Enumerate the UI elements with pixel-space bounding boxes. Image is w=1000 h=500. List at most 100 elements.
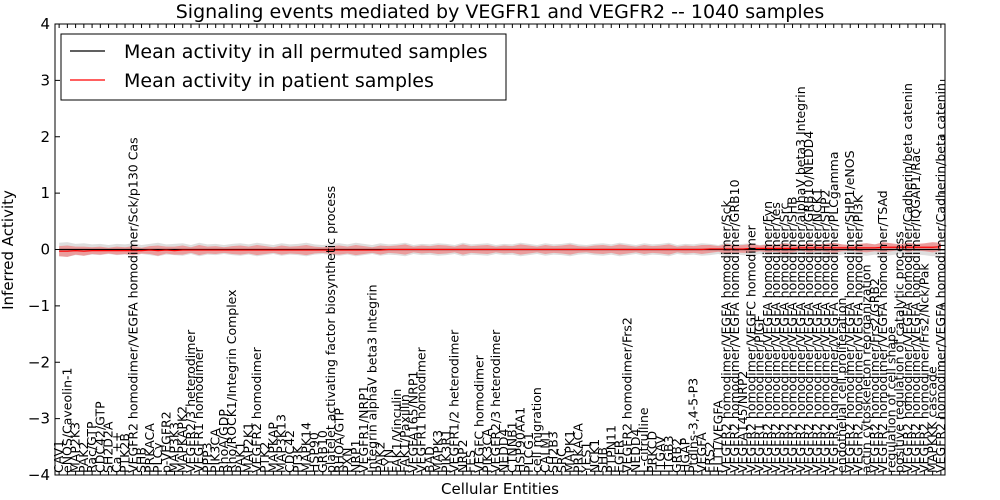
x-tick-label: CALM1	[537, 430, 552, 473]
x-tick-labels: CAV1eNOS/Caveolin-1MAP2K3PAK2Rac/GTPCDC4…	[51, 24, 948, 475]
x-tick-label: PIK3CA	[480, 428, 495, 473]
chart-title: Signaling events mediated by VEGFR1 and …	[176, 1, 824, 23]
x-tick-label: HSP90	[307, 432, 322, 473]
x-tick-label: VEGFR2 homodimer/VEGFA homodimer/TSAd	[875, 190, 890, 473]
x-tick-label: VEGFR2 homodimer/Frs2/Nck/Pak	[916, 263, 931, 473]
x-tick-label: VEGFR2 homodimer/VEGFA homodimer/GRB10	[727, 179, 742, 473]
x-tick-label: MAP3K3	[166, 422, 181, 473]
x-tick-label: VEGFR2 homodimer/VEGFA homodimer/Cadheri…	[933, 83, 948, 473]
y-tick-label: −2	[28, 353, 50, 371]
x-tick-label: PLCG1	[521, 432, 536, 473]
x-tick-label: CDC42/GTP	[92, 401, 107, 473]
x-tick-label: VEGFR2 homodimer/VEGFA homodimer/Src	[776, 203, 791, 473]
x-tick-label: YES1	[579, 442, 594, 474]
x-tick-label: VEGFR2 homodimer/VEGFC homodimer	[743, 224, 758, 473]
x-tick-label: eNOS/Caveolin-1	[59, 368, 74, 473]
x-tick-label: VEGFR2 homodimer	[249, 346, 264, 473]
y-tick-label: −1	[28, 297, 50, 315]
x-tick-label: VEGFR2 homodimer/VEGFA homodimer/IQGAP1/…	[908, 148, 923, 473]
x-tick-label: PTK2	[257, 442, 272, 473]
x-tick-label: VEGFR2 homodimer/VEGFA homodimer/GRB10/N…	[801, 131, 816, 473]
x-tick-label: VEGFR2 homodimer/VEGFA homodimer/PI3K	[850, 194, 865, 473]
x-tick-label: NEDD4	[628, 429, 643, 473]
y-ticks: −4 −3 −2 −1 0 1 2 3 4	[28, 15, 945, 484]
x-tick-label: cell migration	[529, 387, 544, 473]
x-tick-label: Integrin alphaV beta3 Integrin	[364, 284, 379, 473]
x-tick-label: Rac/GTP	[84, 421, 99, 473]
x-tick-label: positive regulation of catalytic process	[892, 231, 907, 473]
x-tick-label: L-citrulline	[636, 407, 651, 473]
x-tick-label: NRP2	[455, 439, 470, 473]
x-tick-label: GRB2	[669, 438, 684, 473]
y-tick-label: −3	[28, 410, 50, 428]
lines-layer	[59, 246, 941, 252]
x-tick-label: VEGFR2 homodimer/VEGFA homodimer/Sck/p13…	[125, 137, 140, 473]
x-tick-label: MAPK3	[430, 430, 445, 473]
x-tick-label: PPP3	[199, 442, 214, 473]
x-tick-label: VEGFR2/3 heterodimer	[183, 329, 198, 473]
y-tick-label: 0	[40, 241, 50, 259]
x-tick-label: PLCγ	[150, 442, 165, 473]
y-axis-label: Inferred Activity	[0, 190, 17, 310]
x-tick-label: GRB10	[315, 430, 330, 473]
x-tick-label: FES	[463, 450, 478, 473]
x-tick-label: VEGFR2 homodimer/Frs2/GRB2	[867, 278, 882, 473]
x-tick-label: PIK3R1	[438, 429, 453, 473]
x-tick-label: FAK1/Paxillin	[397, 394, 412, 473]
x-tick-label: Ptdlns-3,4-5-P3	[686, 378, 701, 473]
x-tick-label: VEGFR2 homodimer/VEGFA homodimer/Yes	[768, 202, 783, 473]
x-tick-label: VEGFR1 homodimer	[191, 346, 206, 473]
x-tick-label: MAPKAPK2	[175, 406, 190, 473]
y-tick-label: −4	[28, 466, 50, 484]
x-tick-label: VEGFR1/NRP1	[356, 385, 371, 473]
x-tick-label: FYN	[381, 449, 396, 473]
x-tick-label: Ca ++	[109, 432, 124, 473]
legend-label-patient: Mean activity in patient samples	[124, 70, 434, 92]
x-tick-label: PXN	[340, 448, 355, 473]
x-tick-label: VEGFR2 homodimer/VEGFA homodimer/alphaV …	[793, 86, 808, 473]
x-tick-label: PTPN11	[603, 425, 618, 473]
x-tick-label: PRKCD	[644, 431, 659, 473]
x-tick-label: PI3K	[290, 445, 305, 473]
x-tick-label: MAPKKK cascade	[925, 366, 940, 473]
x-tick-label: VEGFR1 homodimer	[414, 346, 429, 473]
x-tick-label: PTK2B	[117, 433, 132, 473]
x-tick-label: EGFR	[611, 439, 626, 473]
x-tick-label: SHB	[134, 447, 149, 473]
x-tick-label: VEGFR2 homodimer/VEGFA homodimer/Sck	[719, 200, 734, 473]
x-tick-label: actin cytoskeleton reorganization	[859, 264, 874, 473]
x-tick-label: VEGFA	[694, 432, 709, 473]
x-tick-label: HSP90AA1	[513, 407, 528, 473]
x-tick-label: CTNNB1	[504, 421, 519, 473]
x-tick-label: MAPK14	[298, 422, 313, 473]
series-line-patient	[59, 246, 941, 252]
x-tick-label: VEGFR2 homodimer/VEGFA homodimer/SHB	[785, 196, 800, 473]
y-tick-label: 2	[40, 128, 50, 146]
x-tick-label: endothelial cell proliferation	[834, 298, 849, 473]
x-tick-label: Rho/ROCK1/Integrin Complex	[224, 289, 239, 473]
x-tick-label: p-VEGFR2	[158, 411, 173, 473]
x-tick-label: VEGFR1/2 heterodimer	[447, 329, 462, 473]
x-tick-label: MAP3K13	[274, 414, 289, 473]
x-tick-label: PAK2	[373, 442, 388, 473]
x-tick-label: VEGFR2 homodimer/VEGFA homodimer/SHP2	[818, 189, 833, 473]
x-tick-label: VEGFC homodimer	[471, 354, 486, 473]
x-tick-label: PAK2	[76, 442, 91, 473]
x-tick-label: PIK3CA	[208, 428, 223, 473]
x-tick-label: VEGFA145/NRP2	[735, 371, 750, 473]
y-tick-label: 4	[40, 15, 50, 33]
legend-label-permuted: Mean activity in all permuted samples	[124, 41, 487, 63]
x-tick-label: VEGFR2 homodimer/VEGFA homodimer/Fyn	[760, 201, 775, 473]
x-tick-label: VEGFA165/NRP1	[405, 371, 420, 473]
x-tick-label: VEGFR2/3 heterodimer	[488, 329, 503, 473]
x-tick-label: regulation of cell shape	[883, 326, 898, 473]
x-tick-label: FRS2	[702, 441, 717, 473]
x-tick-label: PRKACA	[570, 423, 585, 473]
x-tick-label: VEGFR2 homodimer/VEGFA homodimer/SHP1/eN…	[842, 150, 857, 473]
x-axis-label: Cellular Entities	[441, 480, 559, 498]
x-tick-label: PAK1	[232, 442, 247, 473]
x-tick-label: VEGFR2 homodimer/VEGFA homodimer/Cadheri…	[900, 83, 915, 473]
legend: Mean activity in all permuted samples Me…	[60, 33, 507, 101]
x-tick-label: SRC	[554, 448, 569, 473]
